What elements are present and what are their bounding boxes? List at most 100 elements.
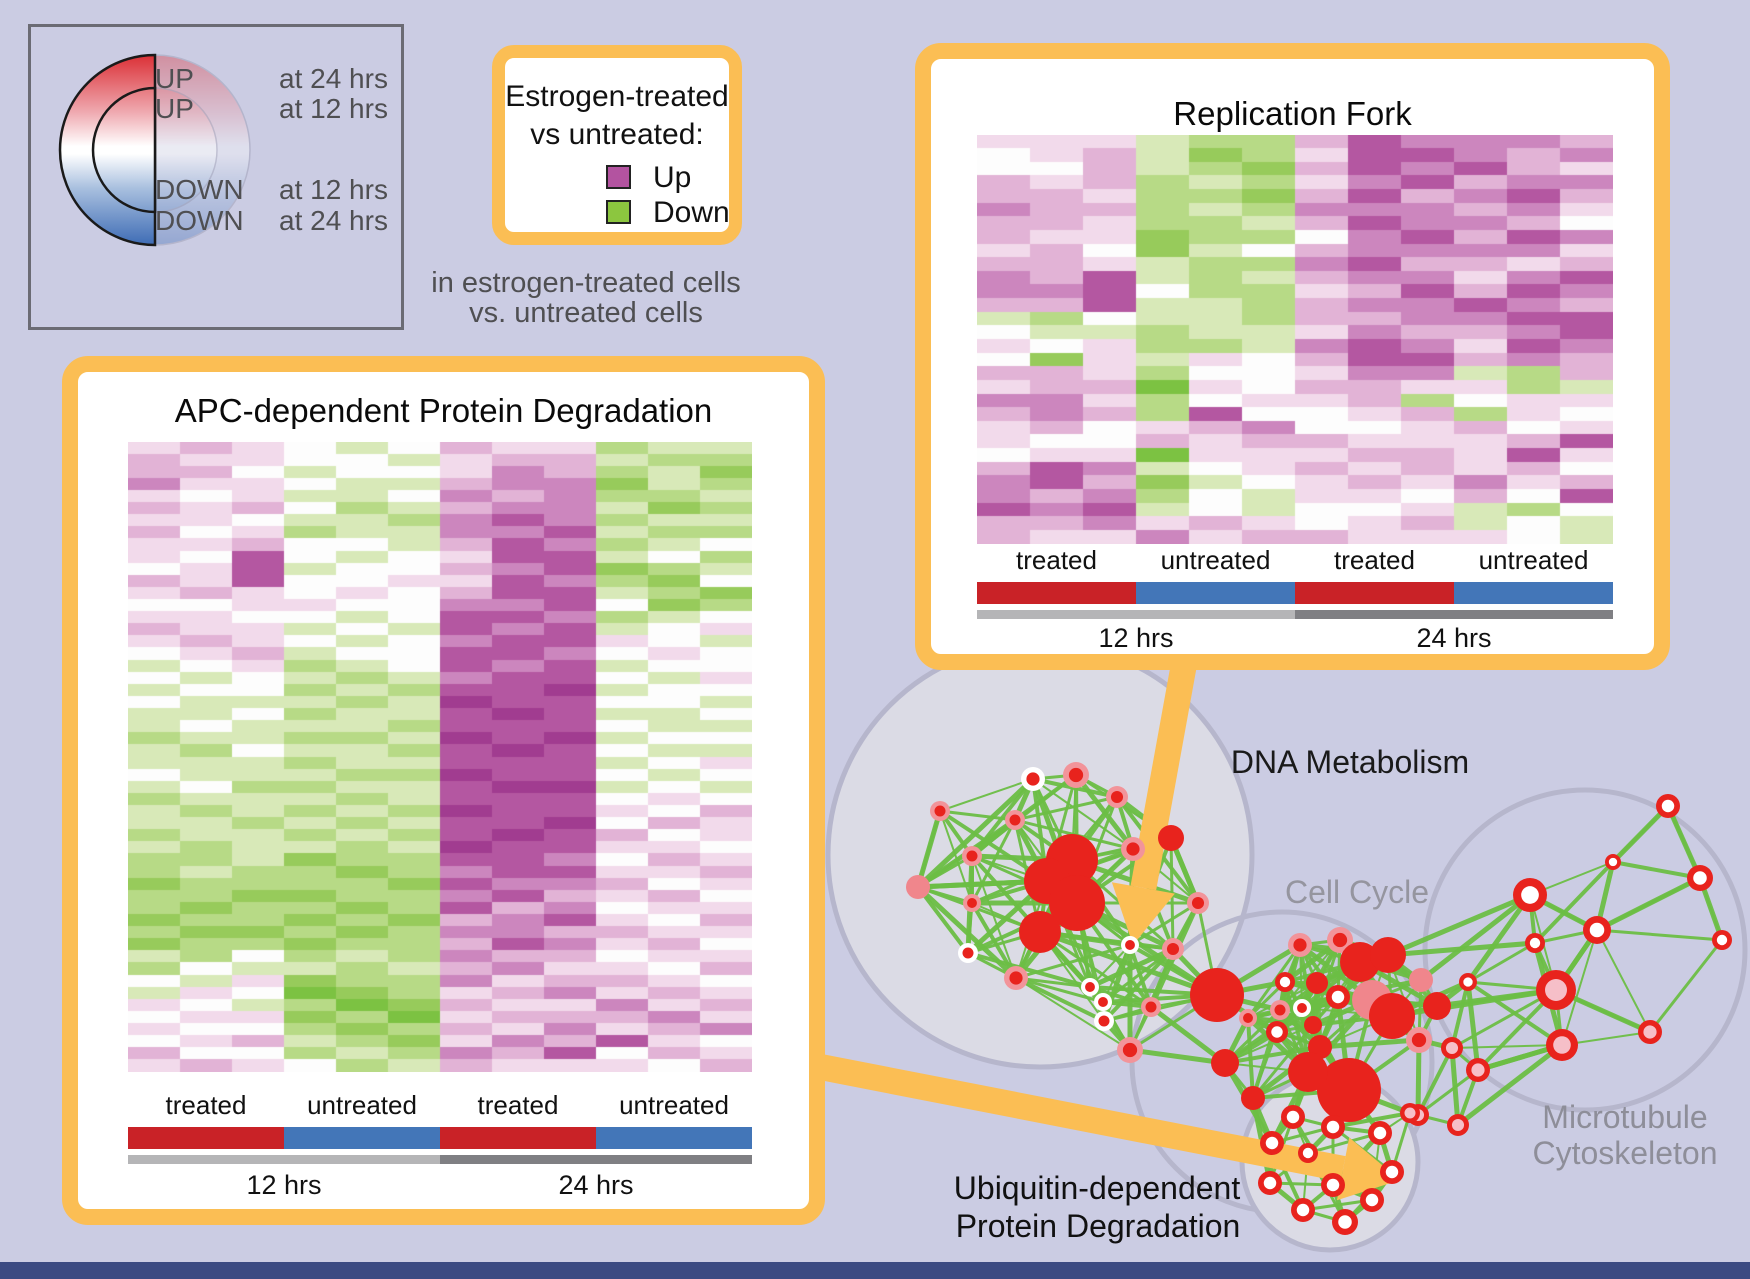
gene-node-white-core <box>1331 990 1345 1004</box>
ubiquitin-label-line2: Protein Degradation <box>956 1208 1241 1244</box>
edge <box>1387 892 1531 958</box>
gene-node-white-core <box>1302 1147 1314 1159</box>
gene-node-core <box>1085 982 1095 992</box>
gene-node-pink-core <box>1643 1025 1657 1039</box>
rf-condition-labels: treated untreated treated untreated <box>977 545 1613 576</box>
gene-node-red <box>1288 1052 1328 1092</box>
rf-group-label-2: treated <box>1334 545 1415 575</box>
key-title-line1: Estrogen-treated <box>505 80 729 113</box>
gene-node-core <box>1009 814 1021 826</box>
gene-node-core <box>1145 1001 1157 1013</box>
apc-panel-title: APC-dependent Protein Degradation <box>174 392 713 429</box>
edge <box>1533 860 1615 945</box>
gene-node-white-core <box>1373 1126 1387 1140</box>
apc-time-label-1: 24 hrs <box>558 1170 634 1200</box>
gene-node-red <box>1370 937 1406 973</box>
gene-node-core <box>1243 1013 1253 1023</box>
edge <box>1089 985 1152 1009</box>
gene-node-core <box>934 805 946 817</box>
up-down-key-legend: Estrogen-treated vs untreated: Up Down <box>492 45 742 245</box>
up-key-label: Up <box>653 161 692 194</box>
edge <box>1319 1037 1420 1050</box>
ubiquitin-label-line1: Ubiquitin-dependent <box>954 1170 1241 1206</box>
cell-cycle-label: Cell Cycle <box>1285 874 1429 910</box>
microtubule-label-line2: Cytoskeleton <box>1533 1135 1718 1171</box>
gene-node-white-core <box>1286 1110 1300 1124</box>
edge <box>915 810 943 888</box>
network-nodes <box>906 762 1732 1235</box>
apc-time-bar <box>128 1155 752 1164</box>
up-12-time: at 12 hrs <box>279 93 388 124</box>
rf-group-label-3: untreated <box>1478 545 1589 575</box>
edge <box>1451 1044 1563 1049</box>
gene-node-core <box>1125 940 1135 950</box>
gene-node-red <box>1317 1058 1381 1122</box>
edge <box>1596 929 1651 1033</box>
apc-treated-bar-2 <box>440 1127 596 1149</box>
edge <box>1089 944 1131 988</box>
edge <box>1596 928 1723 942</box>
rf-group-label-0: treated <box>1016 545 1097 575</box>
edge <box>939 810 973 904</box>
gene-node-white-core <box>1661 799 1675 813</box>
microtubule-label-line1: Microtubule <box>1542 1099 1707 1135</box>
apc-group-label-2: treated <box>477 1090 559 1120</box>
down-color-swatch <box>606 200 631 224</box>
gene-node-core <box>1098 1015 1110 1027</box>
gene-node-core <box>1026 772 1040 786</box>
down-12-label: DOWN <box>155 174 244 205</box>
edge <box>917 885 1041 934</box>
edge <box>970 819 1017 904</box>
rf-treated-bar-0 <box>977 582 1136 604</box>
rf-untreated-bar-1 <box>1136 582 1295 604</box>
dna-metabolism-label: DNA Metabolism <box>1231 744 1469 780</box>
edge <box>1450 981 1470 1049</box>
rf-timebar-12hrs <box>977 610 1295 619</box>
edge <box>1612 860 1701 880</box>
bottom-border-bar <box>0 1262 1750 1279</box>
edge <box>971 855 1017 979</box>
gene-node-core <box>1191 896 1205 910</box>
gene-node-white-core <box>1263 1176 1277 1190</box>
gene-node-core <box>962 947 974 959</box>
edge <box>1039 929 1218 998</box>
edge <box>1436 987 1557 1009</box>
color-ring-legend: UP at 24 hrs UP at 12 hrs DOWN at 12 hrs… <box>28 24 741 330</box>
edge <box>1416 1047 1454 1116</box>
gene-node-white-core <box>1693 871 1707 885</box>
edge <box>1129 1047 1226 1066</box>
edge <box>1307 1131 1381 1155</box>
rf-panel-title: Replication Fork <box>1173 95 1412 132</box>
edge <box>1595 875 1702 933</box>
apc-condition-labels: treated untreated treated untreated <box>128 1090 752 1121</box>
edge <box>1419 893 1532 982</box>
rf-time-label-1: 24 hrs <box>1416 623 1492 653</box>
gene-node-red <box>1423 992 1451 1020</box>
gene-node-core <box>1068 767 1084 783</box>
apc-untreated-bar-1 <box>284 1127 440 1149</box>
up-12-label: UP <box>155 93 194 124</box>
gene-node-red <box>1304 1016 1322 1034</box>
gene-node-white-core <box>1589 922 1605 938</box>
gene-node-pink-core <box>1404 1107 1416 1119</box>
rf-treated-bar-2 <box>1295 582 1454 604</box>
edge <box>1561 929 1598 1046</box>
arrow-replication-fork-to-dna-head <box>1111 882 1175 945</box>
gene-node-core <box>1122 1042 1138 1058</box>
apc-untreated-bar-3 <box>596 1127 752 1149</box>
edge <box>1456 1043 1564 1127</box>
gene-node-red <box>1190 968 1244 1022</box>
gene-node-pink-core <box>1545 979 1567 1001</box>
gene-node-red <box>1241 1086 1265 1110</box>
gene-node-core <box>1293 938 1307 952</box>
gene-node-pink-core <box>1445 1041 1459 1055</box>
gene-node-red <box>1211 1049 1239 1077</box>
gene-node-core <box>1126 842 1140 856</box>
gene-node-white-core <box>1385 1165 1399 1179</box>
gene-node-core <box>967 898 977 908</box>
gene-node-white-core <box>1463 977 1473 987</box>
gene-node-red <box>1049 875 1105 931</box>
gene-node-red <box>1340 942 1380 982</box>
edge <box>1015 976 1104 1004</box>
